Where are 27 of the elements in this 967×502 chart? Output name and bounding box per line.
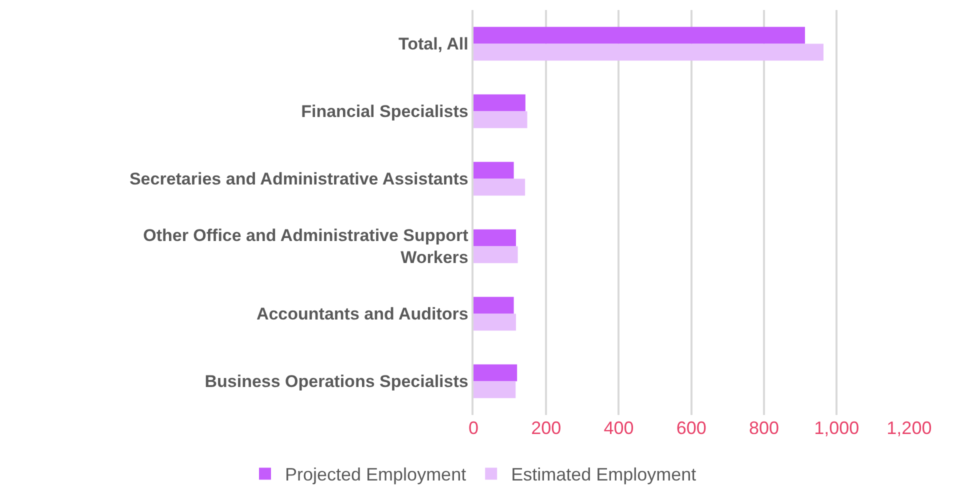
legend-label: Projected Employment (285, 464, 466, 485)
y-tick-label: Other Office and Administrative Support Workers (143, 226, 469, 268)
bar (474, 44, 824, 61)
y-tick-label: Business Operations Specialists (204, 372, 468, 392)
x-tick-label: 800 (748, 418, 779, 438)
bar (474, 296, 514, 314)
x-tick-label: 1,200 (886, 418, 932, 438)
bar (474, 246, 518, 264)
bar (474, 26, 805, 44)
y-tick-label: Accountants and Auditors (256, 304, 468, 324)
bar (474, 229, 516, 246)
bar (474, 178, 526, 196)
bar (474, 94, 526, 112)
y-tick-label: Secretaries and Administrative Assistants (129, 170, 468, 189)
y-tick-label: Financial Specialists (301, 102, 468, 122)
bar (474, 111, 528, 128)
x-tick-label: 1,000 (814, 418, 860, 438)
bar (474, 364, 518, 382)
x-tick-label: 600 (676, 418, 706, 438)
bar (474, 314, 516, 331)
legend-label: Estimated Employment (511, 464, 696, 485)
x-tick-label: 200 (531, 418, 562, 438)
x-tick-label: 0 (468, 418, 479, 438)
bar (474, 381, 516, 398)
y-tick-label: Total, All (398, 34, 468, 54)
x-tick-label: 400 (604, 418, 634, 438)
bar (474, 162, 514, 179)
